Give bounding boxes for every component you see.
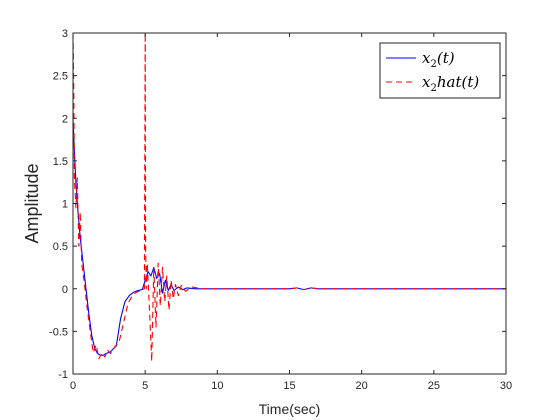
- y-tick-label: 0.5: [53, 241, 68, 253]
- y-tick-label: 0: [62, 284, 68, 296]
- x-tick-label: 0: [70, 380, 76, 392]
- y-tick-label: -1: [58, 369, 68, 381]
- x-tick-label: 25: [428, 380, 440, 392]
- legend-entry-x2hat: x2hat(t): [422, 73, 479, 94]
- x-tick-label: 20: [356, 380, 368, 392]
- y-tick-label: -0.5: [49, 326, 68, 338]
- ticks-layer: 0 5 10 15 20 25 30 -1 -0.5 0 0.5 1 1.5 2 2.5 3: [49, 28, 512, 392]
- legend-box: [379, 42, 501, 99]
- legend: x2(t) x2hat(t): [379, 42, 501, 99]
- y-tick-label: 3: [62, 28, 68, 40]
- y-axis-label: Amplitude: [22, 163, 42, 243]
- y-tick-label: 2: [62, 113, 68, 125]
- x-tick-label: 10: [211, 380, 223, 392]
- series-line-1: [73, 33, 506, 362]
- legend-entry-x2: x2(t): [422, 49, 455, 70]
- series-layer: [73, 33, 506, 362]
- y-tick-label: 1.5: [53, 156, 68, 168]
- y-tick-label: 1: [62, 199, 68, 211]
- series-line-0: [73, 118, 506, 356]
- x-axis-label: Time(sec): [259, 401, 321, 417]
- x-tick-label: 5: [142, 380, 148, 392]
- y-tick-label: 2.5: [53, 71, 68, 83]
- x-tick-label: 15: [283, 380, 295, 392]
- x-tick-label: 30: [500, 380, 512, 392]
